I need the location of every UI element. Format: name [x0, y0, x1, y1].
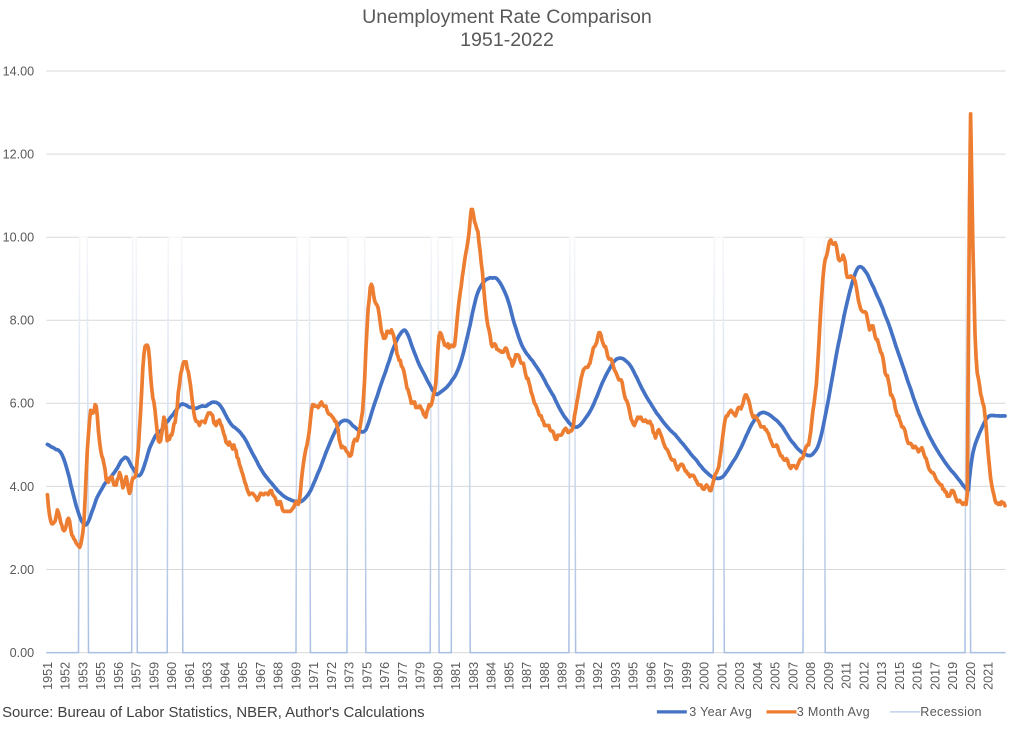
svg-text:2007: 2007 [787, 662, 801, 690]
svg-text:1987: 1987 [520, 662, 534, 690]
svg-text:2019: 2019 [946, 662, 960, 690]
svg-text:1977: 1977 [396, 662, 410, 690]
svg-text:1955: 1955 [94, 662, 108, 690]
svg-text:10.00: 10.00 [3, 231, 35, 245]
svg-text:12.00: 12.00 [3, 148, 35, 162]
svg-text:2013: 2013 [875, 662, 889, 690]
svg-text:1964: 1964 [218, 662, 232, 690]
svg-text:2004: 2004 [751, 662, 765, 690]
svg-text:2000: 2000 [698, 662, 712, 690]
svg-text:1961: 1961 [183, 662, 197, 690]
svg-text:1975: 1975 [360, 662, 374, 690]
svg-text:14.00: 14.00 [3, 64, 35, 78]
svg-text:1981: 1981 [449, 662, 463, 690]
svg-text:2020: 2020 [964, 662, 978, 690]
svg-text:1993: 1993 [609, 662, 623, 690]
svg-text:2012: 2012 [858, 662, 872, 690]
svg-text:1972: 1972 [325, 662, 339, 690]
svg-text:2015: 2015 [893, 662, 907, 690]
svg-text:3 Year Avg: 3 Year Avg [689, 705, 752, 719]
svg-text:1951-2022: 1951-2022 [460, 29, 554, 51]
svg-text:2003: 2003 [733, 662, 747, 690]
svg-text:1984: 1984 [485, 662, 499, 690]
svg-text:Recession: Recession [920, 705, 982, 719]
svg-text:2017: 2017 [929, 662, 943, 690]
svg-text:2009: 2009 [822, 662, 836, 690]
svg-text:2016: 2016 [911, 662, 925, 690]
svg-text:1973: 1973 [343, 662, 357, 690]
svg-text:1988: 1988 [538, 662, 552, 690]
svg-text:1968: 1968 [272, 662, 286, 690]
svg-text:1997: 1997 [662, 662, 676, 690]
svg-text:1989: 1989 [556, 662, 570, 690]
svg-text:1956: 1956 [112, 662, 126, 690]
svg-text:4.00: 4.00 [10, 480, 35, 494]
svg-text:1952: 1952 [59, 662, 73, 690]
svg-text:2001: 2001 [715, 662, 729, 690]
svg-text:1996: 1996 [644, 662, 658, 690]
svg-text:1976: 1976 [378, 662, 392, 690]
svg-text:1967: 1967 [254, 662, 268, 690]
svg-text:1951: 1951 [41, 662, 55, 690]
svg-text:1959: 1959 [147, 662, 161, 690]
svg-text:1980: 1980 [431, 662, 445, 690]
svg-text:2008: 2008 [804, 662, 818, 690]
svg-text:1960: 1960 [165, 662, 179, 690]
svg-text:2005: 2005 [769, 662, 783, 690]
svg-text:1965: 1965 [236, 662, 250, 690]
svg-text:6.00: 6.00 [10, 397, 35, 411]
svg-text:1992: 1992 [591, 662, 605, 690]
svg-text:1985: 1985 [502, 662, 516, 690]
svg-text:Source: Bureau of Labor Statis: Source: Bureau of Labor Statistics, NBER… [2, 705, 424, 721]
svg-text:1979: 1979 [414, 662, 428, 690]
svg-text:1983: 1983 [467, 662, 481, 690]
svg-text:3 Month Avg: 3 Month Avg [797, 705, 870, 719]
svg-text:2.00: 2.00 [10, 563, 35, 577]
svg-text:1957: 1957 [130, 662, 144, 690]
svg-text:Unemployment Rate Comparison: Unemployment Rate Comparison [362, 6, 652, 28]
svg-text:1969: 1969 [289, 662, 303, 690]
svg-text:1963: 1963 [201, 662, 215, 690]
svg-text:1991: 1991 [573, 662, 587, 690]
svg-text:8.00: 8.00 [10, 314, 35, 328]
svg-text:0.00: 0.00 [10, 646, 35, 660]
svg-text:1999: 1999 [680, 662, 694, 690]
svg-text:2021: 2021 [982, 662, 996, 690]
svg-text:2011: 2011 [840, 662, 854, 689]
svg-text:1995: 1995 [627, 662, 641, 690]
svg-text:1971: 1971 [307, 662, 321, 690]
svg-text:1953: 1953 [76, 662, 90, 690]
